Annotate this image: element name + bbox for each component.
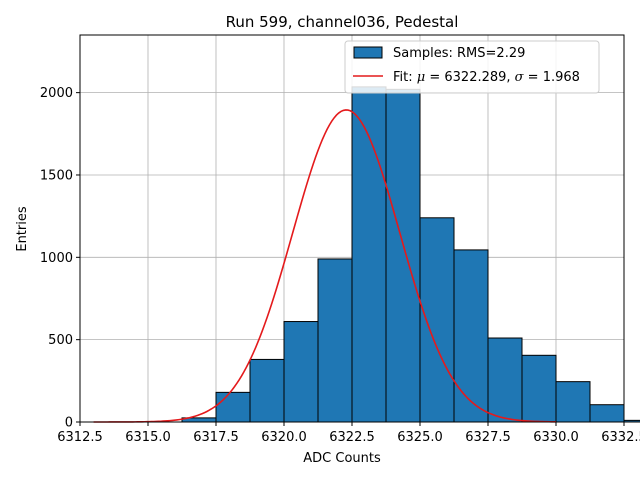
histogram-bar bbox=[283, 321, 319, 423]
x-tick-label: 6312.5 bbox=[57, 430, 103, 445]
x-tick-label: 6327.5 bbox=[465, 430, 511, 445]
x-tick-label: 6315.0 bbox=[125, 430, 171, 445]
y-tick-label: 0 bbox=[65, 416, 73, 431]
chart-title: Run 599, channel036, Pedestal bbox=[226, 13, 459, 31]
legend-fit-mu-symbol: μ bbox=[417, 70, 425, 85]
x-axis-ticks: 6312.5 6315.0 6317.5 6320.0 6322.5 6325.0 6327… bbox=[57, 422, 640, 445]
legend-fit-sigma-symbol: σ bbox=[515, 70, 525, 85]
legend-label-fit: Fit: μ = 6322.289, σ = 1.968 bbox=[393, 70, 580, 85]
legend-fit-prefix: Fit: bbox=[393, 70, 417, 85]
histogram-bar bbox=[351, 86, 387, 423]
legend-fit-mu-value: = 6322.289, bbox=[425, 70, 514, 85]
histogram-bar bbox=[555, 381, 591, 423]
legend-box bbox=[344, 40, 600, 94]
y-tick-label: 1500 bbox=[40, 168, 73, 183]
y-axis-label: Entries bbox=[15, 206, 30, 252]
x-tick-label: 6332.5 bbox=[601, 430, 640, 445]
y-tick-label: 1000 bbox=[40, 251, 73, 266]
legend-swatch-samples bbox=[353, 46, 383, 59]
histogram-bar bbox=[419, 217, 455, 423]
x-tick-label: 6325.0 bbox=[397, 430, 443, 445]
histogram-bar bbox=[249, 358, 285, 423]
x-tick-label: 6322.5 bbox=[329, 430, 375, 445]
histogram-bar bbox=[487, 337, 523, 423]
y-axis-ticks: 0 500 1000 1500 2000 bbox=[40, 86, 80, 431]
legend-label-samples: Samples: RMS=2.29 bbox=[393, 46, 525, 61]
histogram-bar bbox=[623, 419, 640, 423]
histogram-bar bbox=[521, 354, 557, 423]
histogram-bars bbox=[181, 86, 640, 423]
y-tick-label: 2000 bbox=[40, 86, 73, 101]
histogram-bar bbox=[589, 404, 625, 423]
legend-fit-sigma-value: = 1.968 bbox=[524, 70, 580, 85]
legend: Samples: RMS=2.29 Fit: μ = 6322.289, σ =… bbox=[344, 40, 600, 94]
histogram-bar bbox=[317, 258, 353, 423]
histogram-bar bbox=[215, 391, 251, 423]
fit-curve bbox=[93, 109, 557, 423]
y-tick-label: 500 bbox=[48, 333, 73, 348]
x-tick-label: 6330.0 bbox=[533, 430, 579, 445]
x-axis-label: ADC Counts bbox=[303, 451, 381, 466]
histogram-bar bbox=[453, 249, 489, 423]
x-tick-label: 6317.5 bbox=[193, 430, 239, 445]
histogram-bar bbox=[385, 88, 421, 423]
x-tick-label: 6320.0 bbox=[261, 430, 307, 445]
